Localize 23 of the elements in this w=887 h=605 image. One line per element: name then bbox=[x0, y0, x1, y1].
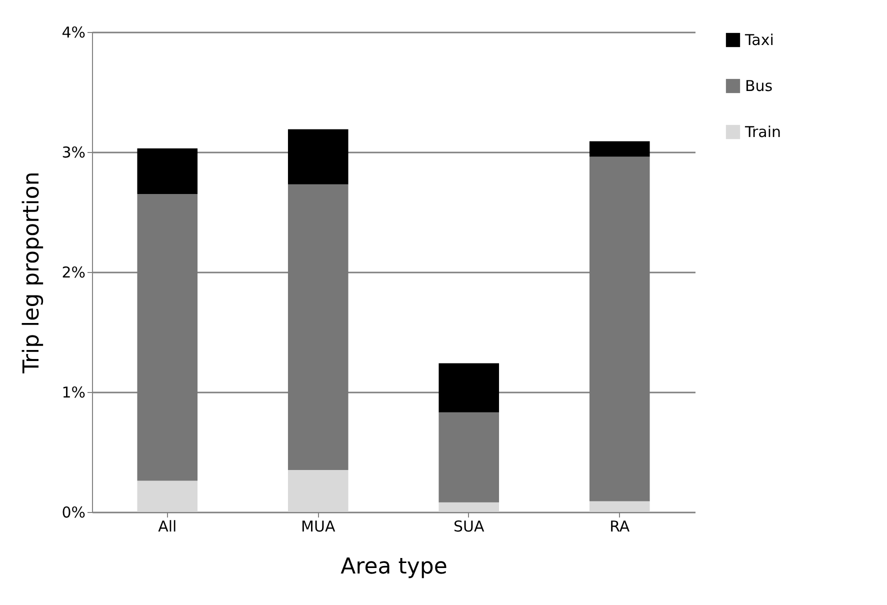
y-tick-label: 1% bbox=[62, 384, 86, 402]
bar bbox=[589, 141, 650, 157]
y-tick-label: 2% bbox=[62, 264, 86, 282]
bar bbox=[589, 501, 650, 512]
bar bbox=[288, 470, 348, 512]
bar bbox=[137, 148, 198, 194]
bar bbox=[438, 502, 500, 512]
y-tick-label: 0% bbox=[62, 504, 86, 522]
bar bbox=[438, 363, 500, 412]
legend-label: Bus bbox=[745, 77, 773, 95]
y-tick-label: 3% bbox=[62, 144, 86, 162]
bar bbox=[438, 412, 500, 502]
x-tick-label: MUA bbox=[301, 518, 336, 536]
x-axis-title: Area type bbox=[340, 554, 448, 580]
bar bbox=[137, 480, 198, 512]
y-axis-title: Trip leg proportion bbox=[20, 172, 45, 374]
bar bbox=[288, 129, 348, 184]
x-tick-label: All bbox=[158, 518, 177, 536]
x-tick-label: SUA bbox=[453, 518, 485, 536]
legend-label: Train bbox=[744, 123, 781, 141]
legend-label: Taxi bbox=[744, 31, 774, 49]
x-tick-label: RA bbox=[610, 518, 630, 536]
y-tick-label: 4% bbox=[62, 24, 86, 42]
